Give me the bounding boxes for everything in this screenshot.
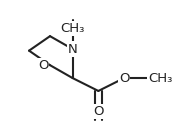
Text: CH₃: CH₃: [60, 22, 85, 35]
Text: O: O: [93, 105, 104, 118]
Text: O: O: [38, 59, 48, 72]
Text: CH₃: CH₃: [148, 72, 173, 85]
Text: O: O: [119, 72, 129, 85]
Text: N: N: [68, 43, 77, 56]
